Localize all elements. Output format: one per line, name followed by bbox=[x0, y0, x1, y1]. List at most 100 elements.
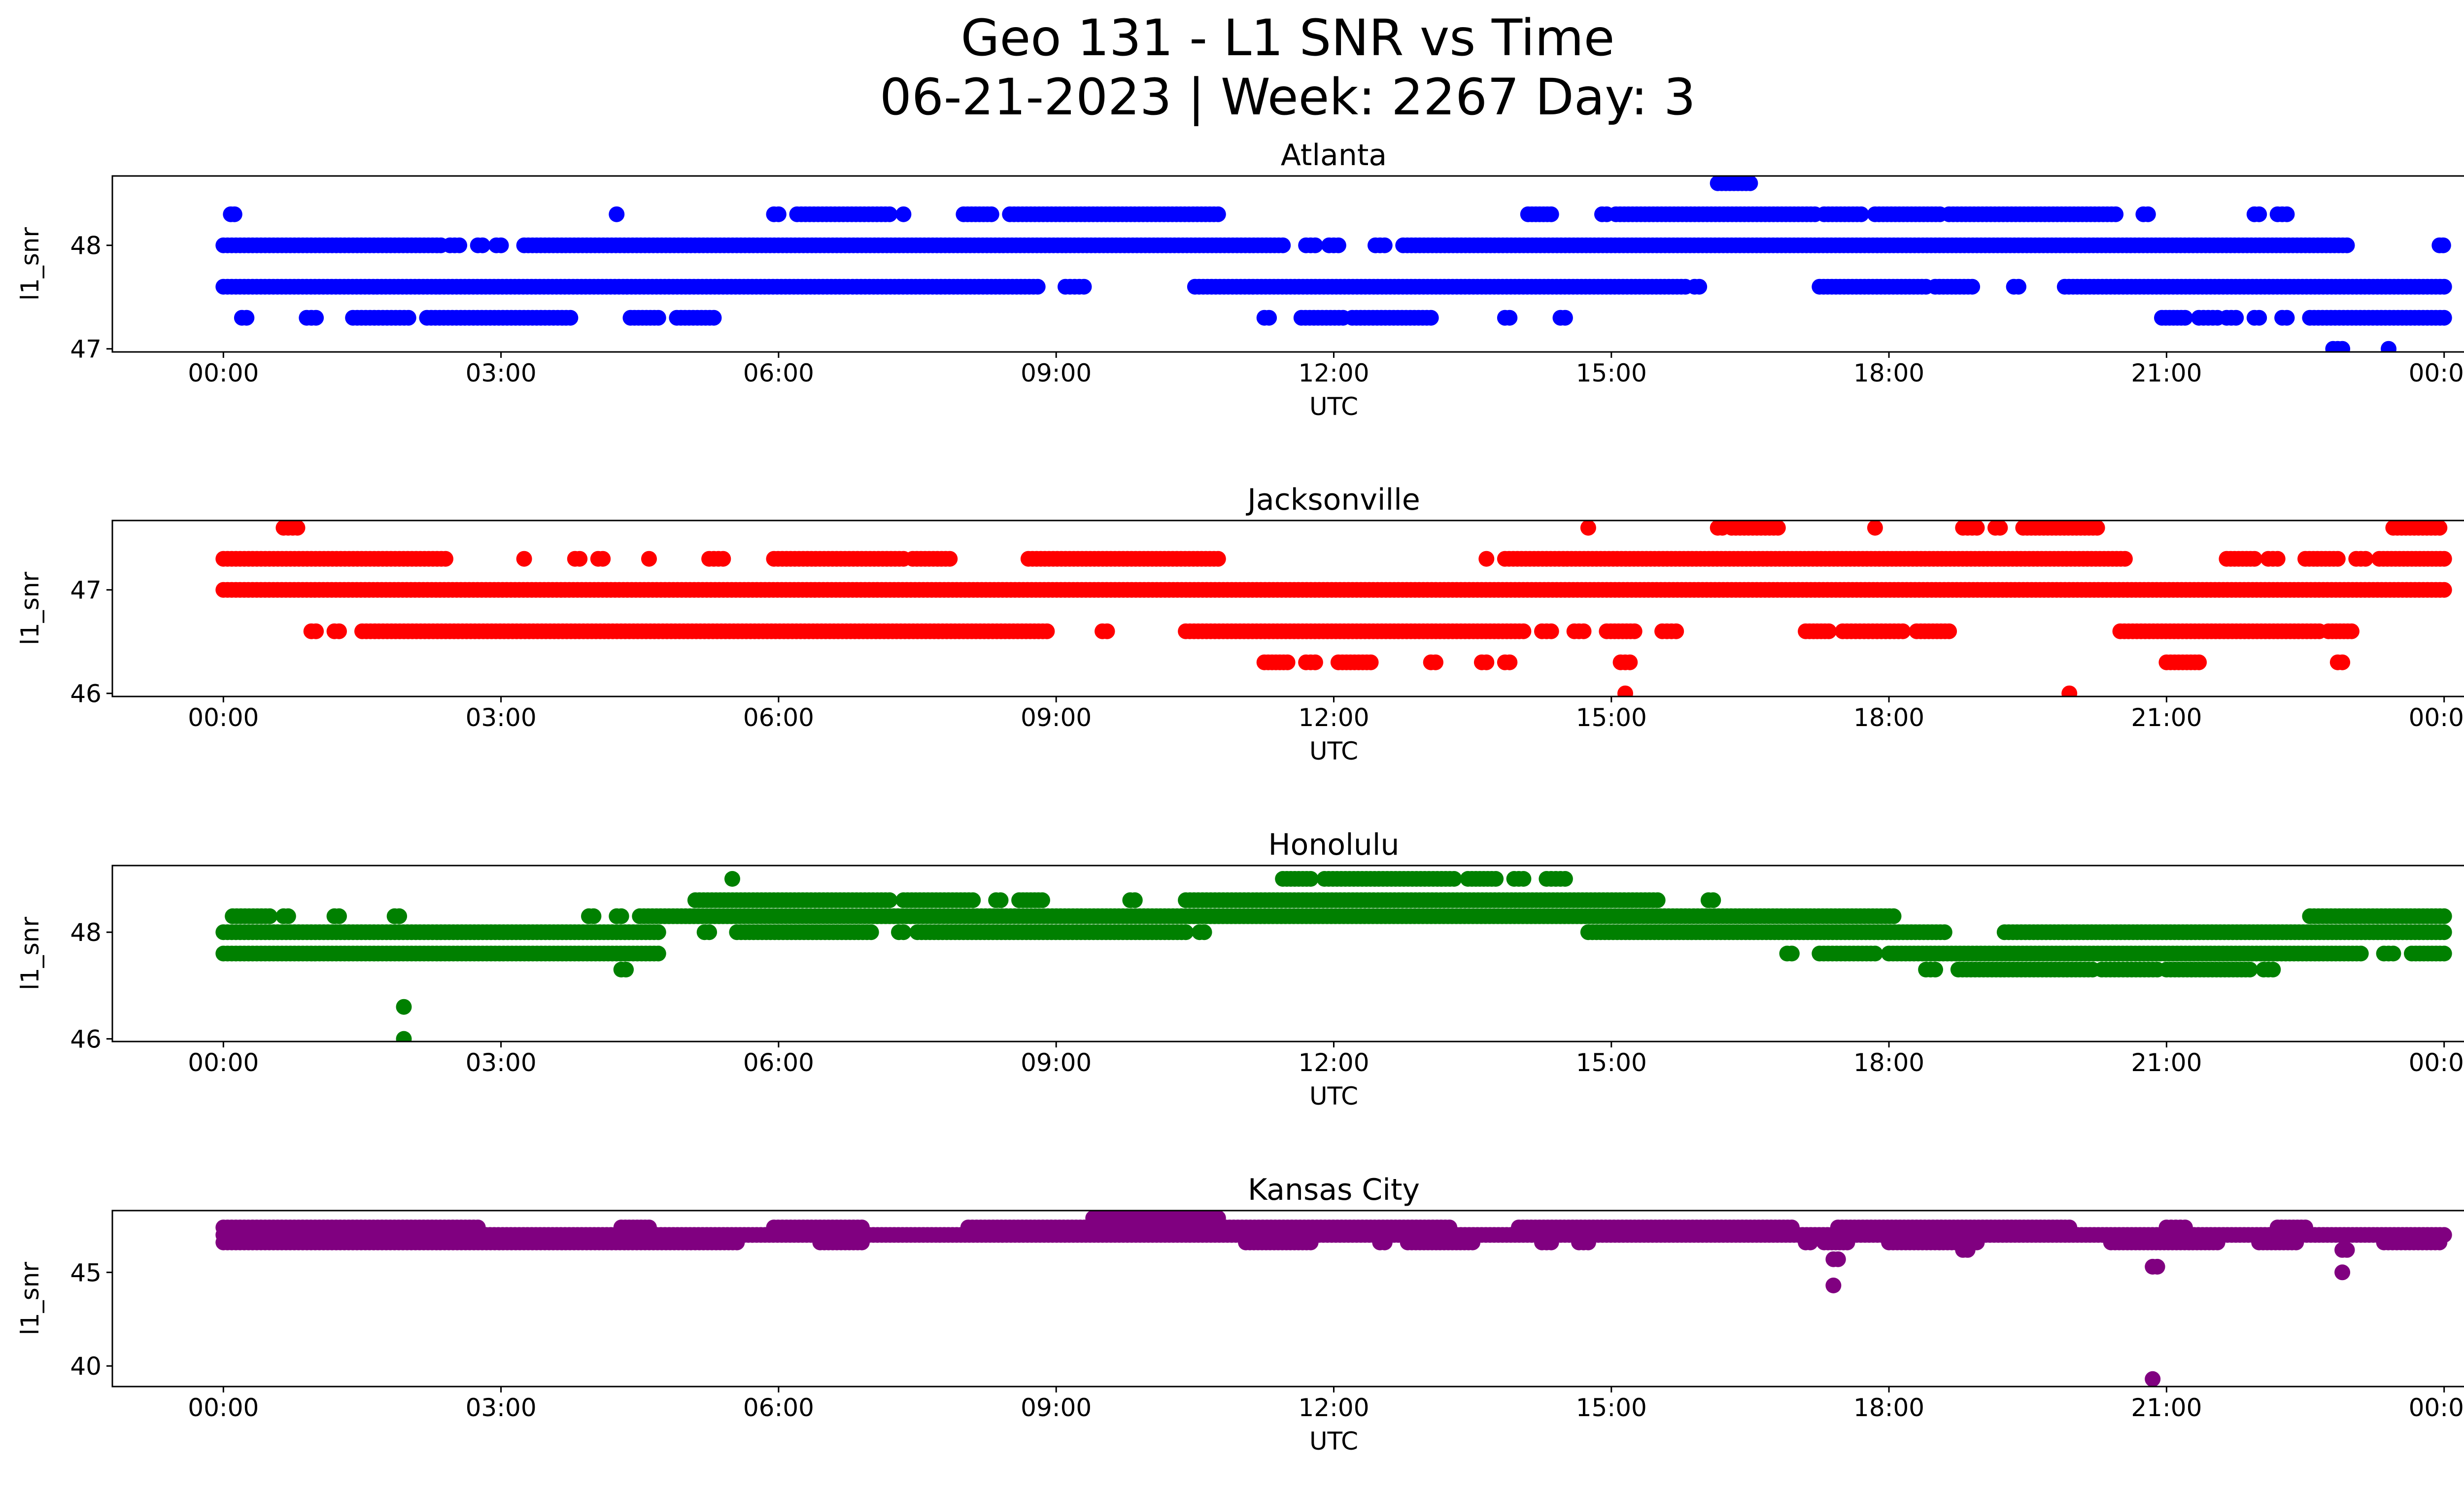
data-point bbox=[226, 206, 242, 222]
data-point bbox=[965, 892, 981, 908]
data-point bbox=[2117, 551, 2133, 567]
data-point bbox=[1992, 521, 2008, 536]
data-point bbox=[400, 310, 416, 326]
x-tick-label: 09:00 bbox=[1021, 1048, 1092, 1077]
data-point bbox=[983, 206, 999, 222]
data-point bbox=[618, 962, 634, 977]
data-point bbox=[1936, 924, 1952, 940]
data-point bbox=[475, 237, 491, 253]
data-point bbox=[1275, 237, 1291, 253]
data-point bbox=[2436, 945, 2452, 962]
data-point bbox=[1210, 551, 1226, 567]
data-point bbox=[1821, 623, 1837, 639]
data-point bbox=[1969, 521, 1985, 536]
x-tick-label: 09:00 bbox=[1021, 703, 1092, 732]
data-point bbox=[1895, 623, 1911, 639]
data-point bbox=[1622, 654, 1638, 670]
data-point bbox=[1867, 945, 1883, 962]
data-point bbox=[262, 908, 278, 924]
data-point bbox=[701, 924, 718, 940]
data-point bbox=[1885, 908, 1902, 924]
data-point bbox=[2353, 945, 2369, 962]
data-point bbox=[1196, 924, 1212, 940]
data-point bbox=[942, 551, 958, 567]
data-point bbox=[706, 310, 722, 326]
data-point bbox=[331, 908, 347, 924]
data-point bbox=[641, 551, 657, 567]
data-point bbox=[239, 310, 255, 326]
data-point bbox=[715, 551, 731, 567]
data-point bbox=[516, 551, 532, 567]
data-point bbox=[1478, 654, 1495, 670]
data-point bbox=[1302, 871, 1319, 887]
data-point bbox=[2436, 278, 2452, 295]
subplot-2: 00:00 03:00 06:00 09:00 12:00 15:00 18:00 21:00… bbox=[16, 828, 2464, 1111]
x-tick-label: 15:00 bbox=[1576, 359, 1647, 387]
data-point bbox=[613, 908, 629, 924]
data-point bbox=[2177, 310, 2193, 326]
data-point bbox=[1853, 206, 1869, 222]
subplot-title: Jacksonville bbox=[1245, 483, 1420, 517]
series-markers bbox=[215, 521, 2452, 696]
data-point bbox=[2381, 341, 2396, 352]
data-point bbox=[493, 237, 509, 253]
data-point bbox=[1363, 654, 1379, 670]
data-point bbox=[1307, 654, 1323, 670]
data-point bbox=[2334, 341, 2351, 352]
data-point bbox=[585, 908, 602, 924]
data-point bbox=[2339, 237, 2355, 253]
data-point bbox=[650, 945, 666, 962]
subplot-title: Honolulu bbox=[1268, 828, 1400, 862]
data-point bbox=[1515, 623, 1532, 639]
data-point bbox=[1376, 237, 1393, 253]
data-point bbox=[1446, 871, 1462, 887]
data-point bbox=[1502, 310, 1518, 326]
y-tick-label: 48 bbox=[70, 918, 102, 947]
x-tick-label: 00:00 bbox=[2409, 1048, 2464, 1077]
x-tick-label: 21:00 bbox=[2131, 703, 2202, 732]
data-point bbox=[438, 551, 453, 567]
data-point bbox=[882, 892, 898, 908]
data-point bbox=[770, 206, 787, 222]
data-point bbox=[2251, 310, 2267, 326]
data-point bbox=[2108, 206, 2124, 222]
data-point bbox=[2329, 551, 2346, 567]
data-point bbox=[2279, 206, 2295, 222]
data-point bbox=[2228, 310, 2244, 326]
data-point bbox=[1867, 521, 1883, 536]
data-point bbox=[1261, 310, 1277, 326]
x-tick-label: 00:00 bbox=[188, 703, 259, 732]
y-tick-label: 47 bbox=[70, 335, 102, 364]
figure-title-line-2: 06-21-2023 | Week: 2267 Day: 3 bbox=[880, 68, 1696, 127]
x-tick-label: 12:00 bbox=[1298, 703, 1369, 732]
x-tick-label: 12:00 bbox=[1298, 359, 1369, 387]
data-point bbox=[650, 924, 666, 940]
data-point bbox=[609, 206, 625, 222]
y-axis-label: l1_snr bbox=[16, 572, 44, 645]
data-point bbox=[2343, 623, 2360, 639]
data-point bbox=[1927, 962, 1943, 977]
figure-title-line-1: Geo 131 - L1 SNR vs Time bbox=[960, 9, 1615, 68]
data-point bbox=[2436, 310, 2452, 326]
data-point bbox=[1034, 892, 1050, 908]
subplot-1: 00:00 03:00 06:00 09:00 12:00 15:00 18:00 21:00… bbox=[16, 483, 2464, 765]
data-point bbox=[1210, 206, 1226, 222]
x-tick-label: 18:00 bbox=[1853, 359, 1924, 387]
data-point bbox=[895, 924, 912, 940]
data-point bbox=[2436, 924, 2452, 940]
y-axis-label: l1_snr bbox=[16, 917, 44, 990]
data-point bbox=[2385, 945, 2401, 962]
y-tick-label: 48 bbox=[70, 232, 102, 260]
data-point bbox=[1575, 623, 1592, 639]
data-point bbox=[1705, 892, 1721, 908]
data-point bbox=[1691, 278, 1708, 295]
subplot-3: 00:00 03:00 06:00 09:00 12:00 15:00 18:00 21:00… bbox=[16, 1173, 2464, 1456]
data-point bbox=[308, 623, 324, 639]
data-point bbox=[1742, 176, 1758, 191]
data-point bbox=[1076, 278, 1092, 295]
data-point bbox=[1941, 623, 1957, 639]
data-point bbox=[1543, 623, 1559, 639]
data-point bbox=[562, 310, 579, 326]
data-point bbox=[1478, 551, 1495, 567]
